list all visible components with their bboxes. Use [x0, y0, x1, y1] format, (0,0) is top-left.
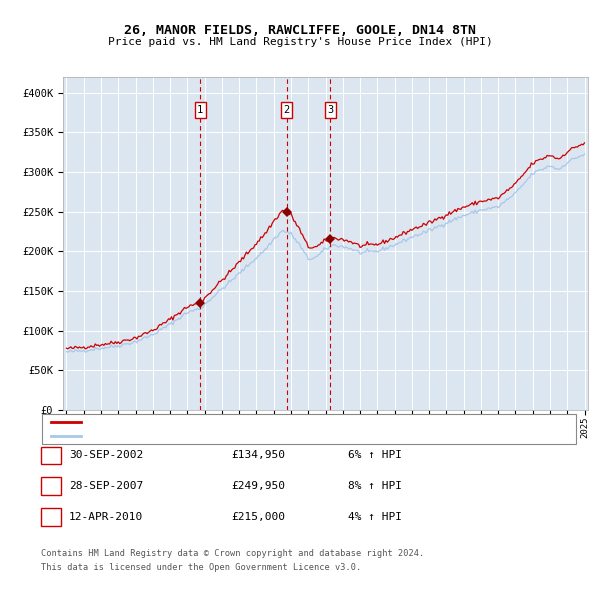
Text: 8% ↑ HPI: 8% ↑ HPI	[348, 481, 402, 491]
Text: £249,950: £249,950	[231, 481, 285, 491]
Text: 6% ↑ HPI: 6% ↑ HPI	[348, 451, 402, 460]
Text: 3: 3	[47, 512, 54, 522]
Text: 30-SEP-2002: 30-SEP-2002	[69, 451, 143, 460]
Text: This data is licensed under the Open Government Licence v3.0.: This data is licensed under the Open Gov…	[41, 563, 361, 572]
Text: 4% ↑ HPI: 4% ↑ HPI	[348, 512, 402, 522]
Text: 28-SEP-2007: 28-SEP-2007	[69, 481, 143, 491]
Text: 1: 1	[47, 451, 54, 460]
Text: Contains HM Land Registry data © Crown copyright and database right 2024.: Contains HM Land Registry data © Crown c…	[41, 549, 424, 558]
Text: Price paid vs. HM Land Registry's House Price Index (HPI): Price paid vs. HM Land Registry's House …	[107, 37, 493, 47]
Text: 26, MANOR FIELDS, RAWCLIFFE, GOOLE, DN14 8TN (detached house): 26, MANOR FIELDS, RAWCLIFFE, GOOLE, DN14…	[87, 417, 445, 427]
Text: HPI: Average price, detached house, East Riding of Yorkshire: HPI: Average price, detached house, East…	[87, 431, 439, 441]
Text: 2: 2	[47, 481, 54, 491]
Text: 26, MANOR FIELDS, RAWCLIFFE, GOOLE, DN14 8TN: 26, MANOR FIELDS, RAWCLIFFE, GOOLE, DN14…	[124, 24, 476, 37]
Text: £134,950: £134,950	[231, 451, 285, 460]
Text: 1: 1	[197, 105, 203, 115]
Text: 3: 3	[327, 105, 334, 115]
Text: 12-APR-2010: 12-APR-2010	[69, 512, 143, 522]
Text: 2: 2	[284, 105, 290, 115]
Text: £215,000: £215,000	[231, 512, 285, 522]
